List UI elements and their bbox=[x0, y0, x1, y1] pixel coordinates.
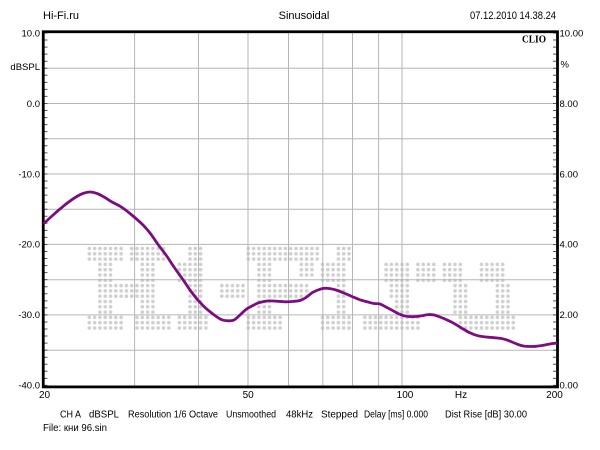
svg-text:200: 200 bbox=[546, 390, 563, 401]
svg-text:Hi-Fi.ru: Hi-Fi.ru bbox=[43, 10, 79, 22]
svg-text:File: кни 96.sin: File: кни 96.sin bbox=[43, 423, 107, 434]
svg-text:0.0: 0.0 bbox=[27, 99, 40, 110]
svg-text:Dist Rise [dB] 30.00: Dist Rise [dB] 30.00 bbox=[445, 410, 527, 421]
svg-text:CLIO: CLIO bbox=[522, 35, 546, 46]
svg-text:-30.0: -30.0 bbox=[18, 310, 40, 321]
svg-text:%: % bbox=[561, 60, 570, 71]
svg-text:Hz: Hz bbox=[455, 390, 467, 401]
svg-text:-10.0: -10.0 bbox=[18, 169, 40, 180]
svg-text:48kHz: 48kHz bbox=[286, 410, 313, 421]
svg-text:8.00: 8.00 bbox=[560, 99, 579, 110]
svg-text:100: 100 bbox=[397, 390, 414, 401]
svg-text:-40.0: -40.0 bbox=[18, 381, 40, 392]
svg-text:Resolution 1/6 Octave: Resolution 1/6 Octave bbox=[128, 410, 218, 421]
svg-text:-20.0: -20.0 bbox=[18, 240, 40, 251]
svg-text:Stepped: Stepped bbox=[321, 410, 358, 421]
svg-text:4.00: 4.00 bbox=[560, 240, 579, 251]
svg-text:Unsmoothed: Unsmoothed bbox=[226, 410, 276, 421]
svg-text:10.0: 10.0 bbox=[22, 28, 41, 39]
svg-text:Sinusoidal: Sinusoidal bbox=[279, 10, 330, 22]
svg-text:0.00: 0.00 bbox=[560, 381, 579, 392]
svg-text:dBSPL: dBSPL bbox=[10, 62, 40, 73]
svg-text:CH A: CH A bbox=[60, 410, 81, 421]
svg-text:6.00: 6.00 bbox=[560, 169, 579, 180]
svg-text:dBSPL: dBSPL bbox=[89, 410, 119, 421]
svg-text:2.00: 2.00 bbox=[560, 310, 579, 321]
svg-text:Delay [ms] 0.000: Delay [ms] 0.000 bbox=[364, 410, 428, 421]
svg-text:20: 20 bbox=[39, 390, 51, 401]
svg-text:07.12.2010 14.38.24: 07.12.2010 14.38.24 bbox=[470, 10, 556, 22]
svg-text:50: 50 bbox=[243, 390, 255, 401]
svg-text:10.00: 10.00 bbox=[560, 28, 584, 39]
